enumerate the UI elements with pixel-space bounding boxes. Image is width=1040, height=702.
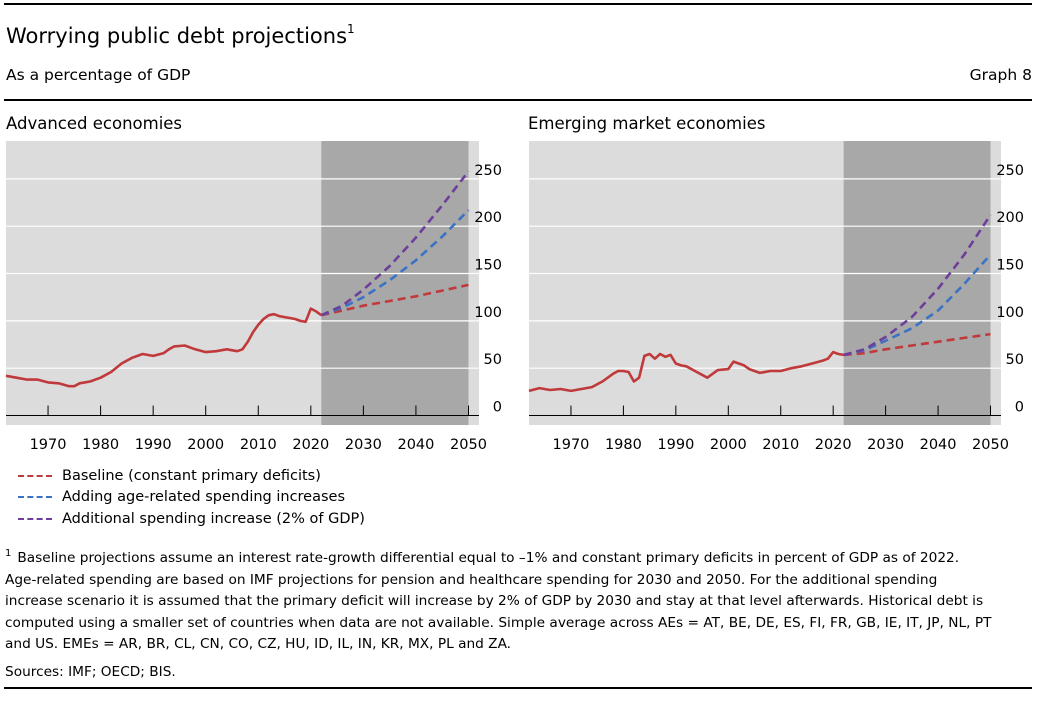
series-additional xyxy=(320,170,470,317)
x-tick-label-1990: 1990 xyxy=(135,437,172,453)
y-tick-label-150: 150 xyxy=(996,258,1024,274)
x-tick-label-2010: 2010 xyxy=(240,437,277,453)
y-tick-label-0: 0 xyxy=(1015,400,1024,416)
y-tick-label-200: 200 xyxy=(996,210,1024,226)
y-tick-label-0: 0 xyxy=(493,400,502,416)
chart-subtitle: As a percentage of GDP xyxy=(6,66,191,84)
y-tick-label-250: 250 xyxy=(996,163,1024,179)
y-tick-label-50: 50 xyxy=(484,352,502,368)
x-tick-label-1990: 1990 xyxy=(657,437,694,453)
legend-label-additional: Additional spending increase (2% of GDP) xyxy=(62,510,365,527)
x-tick-label-1980: 1980 xyxy=(605,437,642,453)
footnote-line-4: computed using a smaller set of countrie… xyxy=(5,614,992,631)
footnote-line-5: and US. EMEs = AR, BR, CL, CN, CO, CZ, H… xyxy=(5,636,512,652)
panel-title-emerging: Emerging market economies xyxy=(528,114,766,133)
title-footnote-mark: 1 xyxy=(347,22,355,36)
footnote-line-3: increase scenario it is assumed that the… xyxy=(5,593,984,609)
bottom-rule xyxy=(4,687,1032,689)
y-tick-label-100: 100 xyxy=(474,305,502,321)
legend-item-age-related: Adding age-related spending increases xyxy=(10,487,365,509)
footnote-mark: 1 xyxy=(5,548,12,559)
x-tick-label-2050: 2050 xyxy=(972,437,1009,453)
x-tick-label-2030: 2030 xyxy=(867,437,904,453)
x-tick-label-2040: 2040 xyxy=(397,437,434,453)
x-tick-label-1970: 1970 xyxy=(30,437,67,453)
sources-note: Sources: IMF; OECD; BIS. xyxy=(5,664,176,680)
panel-emerging-market-economies: 1970 1980 1990 2000 2010 2020 2030 2040 2050 0 50 1… xyxy=(528,141,1024,453)
series-historical xyxy=(528,350,844,393)
x-tick-label-2010: 2010 xyxy=(762,437,799,453)
projection-shading xyxy=(843,141,991,425)
y-tick-label-50: 50 xyxy=(1006,352,1024,368)
charts-canvas: 1970 1980 1990 2000 2010 2020 2030 2040 20500501… xyxy=(5,141,1024,453)
panel-advanced-economies: 1970 1980 1990 2000 2010 2020 2030 2040 2050 0 50 1… xyxy=(5,141,502,453)
projection-shading xyxy=(321,141,469,425)
legend-label-age-related: Adding age-related spending increases xyxy=(62,489,346,506)
x-tick-label-2020: 2020 xyxy=(815,437,852,453)
footnote-line-1: 1 Baseline projections assume an interest… xyxy=(5,548,960,566)
header-rule xyxy=(4,99,1032,101)
legend-swatch-additional xyxy=(18,517,52,520)
top-rule xyxy=(4,3,1032,5)
series-baseline xyxy=(843,332,991,357)
x-tick-label-2050: 2050 xyxy=(450,437,487,453)
y-tick-label-100: 100 xyxy=(996,305,1024,321)
legend: Baseline (constant primary deficits) Add… xyxy=(10,465,365,530)
x-tick-label-2040: 2040 xyxy=(920,437,957,453)
y-tick-label-200: 200 xyxy=(474,210,502,226)
series-additional xyxy=(843,214,992,357)
y-tick-label-250: 250 xyxy=(474,163,502,179)
series-age-related xyxy=(320,209,470,317)
series-baseline xyxy=(321,283,469,317)
legend-swatch-baseline xyxy=(18,474,52,477)
x-tick-label-1970: 1970 xyxy=(553,437,590,453)
legend-label-baseline: Baseline (constant primary deficits) xyxy=(62,467,321,484)
x-tick-label-2020: 2020 xyxy=(292,437,329,453)
footnote: 1 Baseline projections assume an interest… xyxy=(5,543,1035,656)
legend-swatch-age-related xyxy=(18,496,52,499)
x-tick-label-2000: 2000 xyxy=(187,437,224,453)
y-tick-label-150: 150 xyxy=(474,258,502,274)
x-tick-label-1980: 1980 xyxy=(82,437,119,453)
graph-number: Graph 8 xyxy=(969,66,1032,84)
series-historical xyxy=(5,307,323,388)
x-tick-label-2000: 2000 xyxy=(710,437,747,453)
legend-item-additional: Additional spending increase (2% of GDP) xyxy=(10,508,365,530)
legend-item-baseline: Baseline (constant primary deficits) xyxy=(10,465,365,487)
footnote-line-2: Age-related spending are based on IMF pr… xyxy=(5,571,938,588)
chart-title: Worrying public debt projections1 xyxy=(6,22,355,48)
x-tick-label-2030: 2030 xyxy=(345,437,382,453)
panel-title-advanced: Advanced economies xyxy=(6,114,183,133)
